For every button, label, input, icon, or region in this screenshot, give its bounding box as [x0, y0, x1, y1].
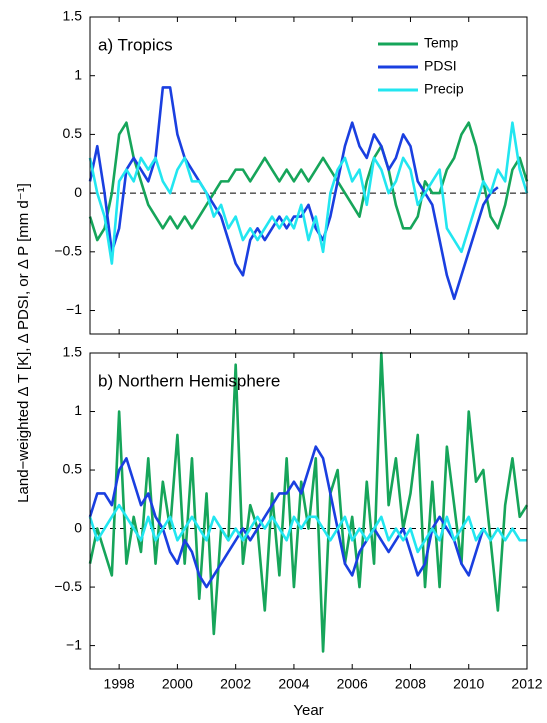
- y-tick-label: 1.5: [63, 8, 83, 24]
- data-line: [88, 503, 527, 554]
- y-tick-label: 1: [74, 402, 82, 418]
- plot-border: [89, 352, 528, 670]
- y-tick-label: −1: [66, 301, 82, 317]
- y-tick-label: 0: [74, 184, 82, 200]
- x-tick-label: 2010: [453, 676, 484, 692]
- plot-frame: [89, 16, 528, 335]
- x-tick-label: 2000: [162, 676, 193, 692]
- data-line: [88, 86, 499, 301]
- x-tick-label: 2002: [220, 676, 251, 692]
- x-tick-label: 2008: [395, 676, 426, 692]
- y-tick-label: 1: [74, 66, 82, 82]
- y-tick-label: 1.5: [63, 344, 83, 360]
- y-tick-label: 0: [74, 519, 82, 535]
- legend-label: PDSI: [424, 58, 457, 74]
- x-axis-label: Year: [293, 702, 323, 719]
- plot-border: [89, 16, 528, 335]
- data-line: [88, 445, 485, 589]
- y-tick-label: 0.5: [63, 125, 83, 141]
- x-tick-label: 2012: [511, 676, 542, 692]
- y-tick-label: −0.5: [54, 578, 82, 594]
- data-line: [88, 121, 529, 265]
- panel-title: a) Tropics: [98, 35, 173, 54]
- legend-label: Precip: [424, 81, 464, 97]
- legend-label: Temp: [424, 35, 458, 51]
- y-tick-label: −1: [66, 636, 82, 652]
- x-tick-label: 1998: [104, 676, 135, 692]
- y-tick-label: 0.5: [63, 461, 83, 477]
- data-line: [88, 351, 529, 653]
- panel-title: b) Northern Hemisphere: [98, 371, 280, 390]
- x-tick-label: 2006: [337, 676, 368, 692]
- x-tick-label: 2004: [278, 676, 309, 692]
- plot-frame: [89, 352, 528, 670]
- y-tick-label: −0.5: [54, 243, 82, 259]
- data-line: [88, 121, 529, 242]
- y-axis-label: Land−weighted Δ T [K], Δ PDSI, or Δ P [m…: [15, 183, 32, 503]
